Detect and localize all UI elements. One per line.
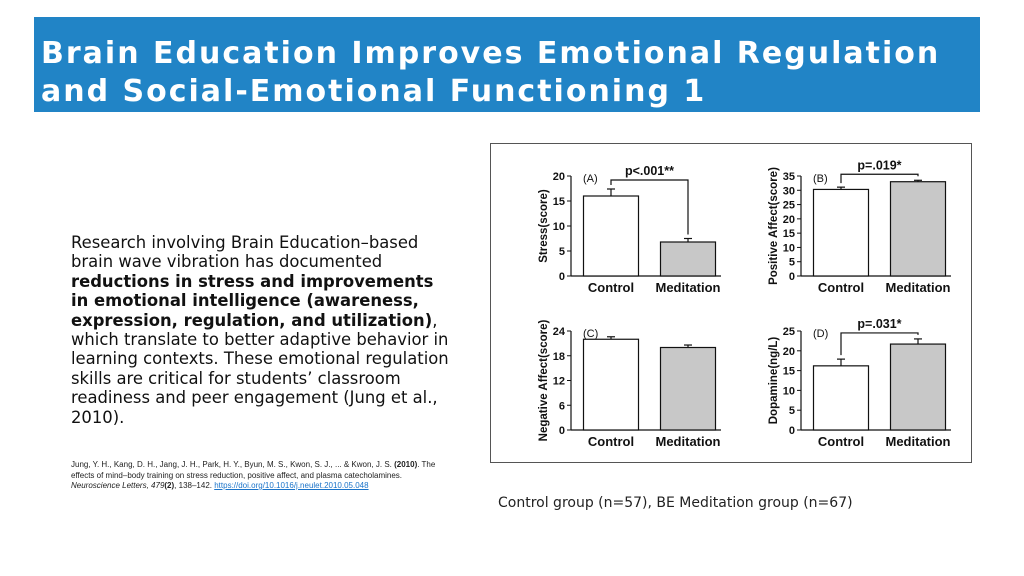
ref-journal: Neuroscience Letters, 479 — [71, 481, 165, 490]
bar-meditation — [659, 346, 717, 431]
y-tick-label: 12 — [553, 376, 565, 388]
y-tick-label: 5 — [789, 257, 795, 269]
y-axis-label: Stress(score) — [538, 189, 550, 263]
slide-title-line-2: and Social-Emotional Functioning 1 — [41, 74, 707, 109]
significance-bracket — [840, 173, 919, 184]
ref-issue: (2) — [164, 481, 175, 490]
y-axis-label: Negative Affect(score) — [538, 320, 550, 442]
bar-meditation — [889, 181, 947, 277]
chart-frame: 0 5 10 15 20 Stress(score) (A) Control Meditatio… — [490, 143, 972, 463]
y-tick-label: 0 — [789, 425, 795, 437]
panel-label: (C) — [583, 328, 598, 340]
reference-citation: Jung, Y. H., Kang, D. H., Jang, J. H., P… — [71, 460, 446, 492]
panel-label: (D) — [813, 328, 828, 340]
y-tick-label: 18 — [553, 351, 565, 363]
y-tick-label: 25 — [783, 326, 795, 338]
panel-label: (B) — [813, 173, 828, 185]
x-category-label: Control — [588, 280, 634, 295]
y-tick-label: 15 — [783, 228, 795, 240]
x-category-label: Meditation — [656, 280, 721, 295]
ref-pages: , 138–142. — [174, 481, 215, 490]
y-tick-label: 20 — [553, 171, 565, 183]
x-category-label: Meditation — [886, 434, 951, 449]
significance-label: p=.019* — [857, 158, 901, 172]
body-text-rest: , which translate to better adaptive beh… — [71, 310, 449, 427]
y-tick-label: 25 — [783, 200, 795, 212]
x-category-label: Meditation — [886, 280, 951, 295]
body-paragraph: Research involving Brain Education–based… — [71, 233, 451, 427]
x-category-label: Control — [588, 434, 634, 449]
slide-title: Brain Education Improves Emotional Regul… — [41, 35, 940, 111]
y-tick-label: 6 — [559, 400, 565, 412]
x-category-label: Control — [818, 280, 864, 295]
bar-meditation — [889, 343, 947, 431]
y-tick-label: 15 — [783, 366, 795, 378]
y-tick-label: 0 — [559, 271, 565, 283]
title-bar: Brain Education Improves Emotional Regul… — [34, 17, 980, 112]
y-tick-label: 24 — [553, 326, 566, 338]
y-tick-label: 5 — [559, 246, 565, 258]
bar-control — [812, 188, 870, 277]
bar-control — [812, 365, 870, 431]
y-tick-label: 5 — [789, 405, 795, 417]
y-axis-label: Dopamine(ng/L) — [768, 337, 780, 425]
ref-title: . The effects of mind–body training on s… — [71, 460, 436, 480]
x-category-label: Meditation — [656, 434, 721, 449]
y-tick-label: 20 — [783, 214, 795, 226]
y-tick-label: 30 — [783, 185, 795, 197]
ref-doi-link[interactable]: https://doi.org/10.1016/j.neulet.2010.05… — [214, 481, 369, 490]
significance-bracket — [840, 332, 919, 356]
y-tick-label: 10 — [783, 385, 795, 397]
y-tick-label: 35 — [783, 171, 795, 183]
y-tick-label: 0 — [789, 271, 795, 283]
significance-bracket — [610, 179, 689, 235]
y-tick-label: 20 — [783, 346, 795, 358]
y-tick-label: 10 — [783, 242, 795, 254]
y-tick-label: 10 — [553, 221, 565, 233]
significance-label: p=.031* — [857, 317, 901, 331]
body-text-bold: reductions in stress and improvements in… — [71, 271, 434, 330]
slide-title-line-1: Brain Education Improves Emotional Regul… — [41, 36, 941, 71]
bar-meditation — [659, 241, 717, 277]
bar-control — [582, 338, 640, 431]
y-tick-label: 15 — [553, 196, 565, 208]
panel-label: (A) — [583, 173, 598, 185]
ref-year: (2010) — [394, 460, 418, 469]
significance-label: p<.001** — [625, 164, 674, 178]
group-caption: Control group (n=57), BE Meditation grou… — [498, 495, 853, 511]
bar-control — [582, 195, 640, 277]
ref-authors: Jung, Y. H., Kang, D. H., Jang, J. H., P… — [71, 460, 395, 469]
y-axis-label: Positive Affect(score) — [768, 167, 780, 285]
y-tick-label: 0 — [559, 425, 565, 437]
x-category-label: Control — [818, 434, 864, 449]
body-text-intro: Research involving Brain Education–based… — [71, 233, 419, 272]
